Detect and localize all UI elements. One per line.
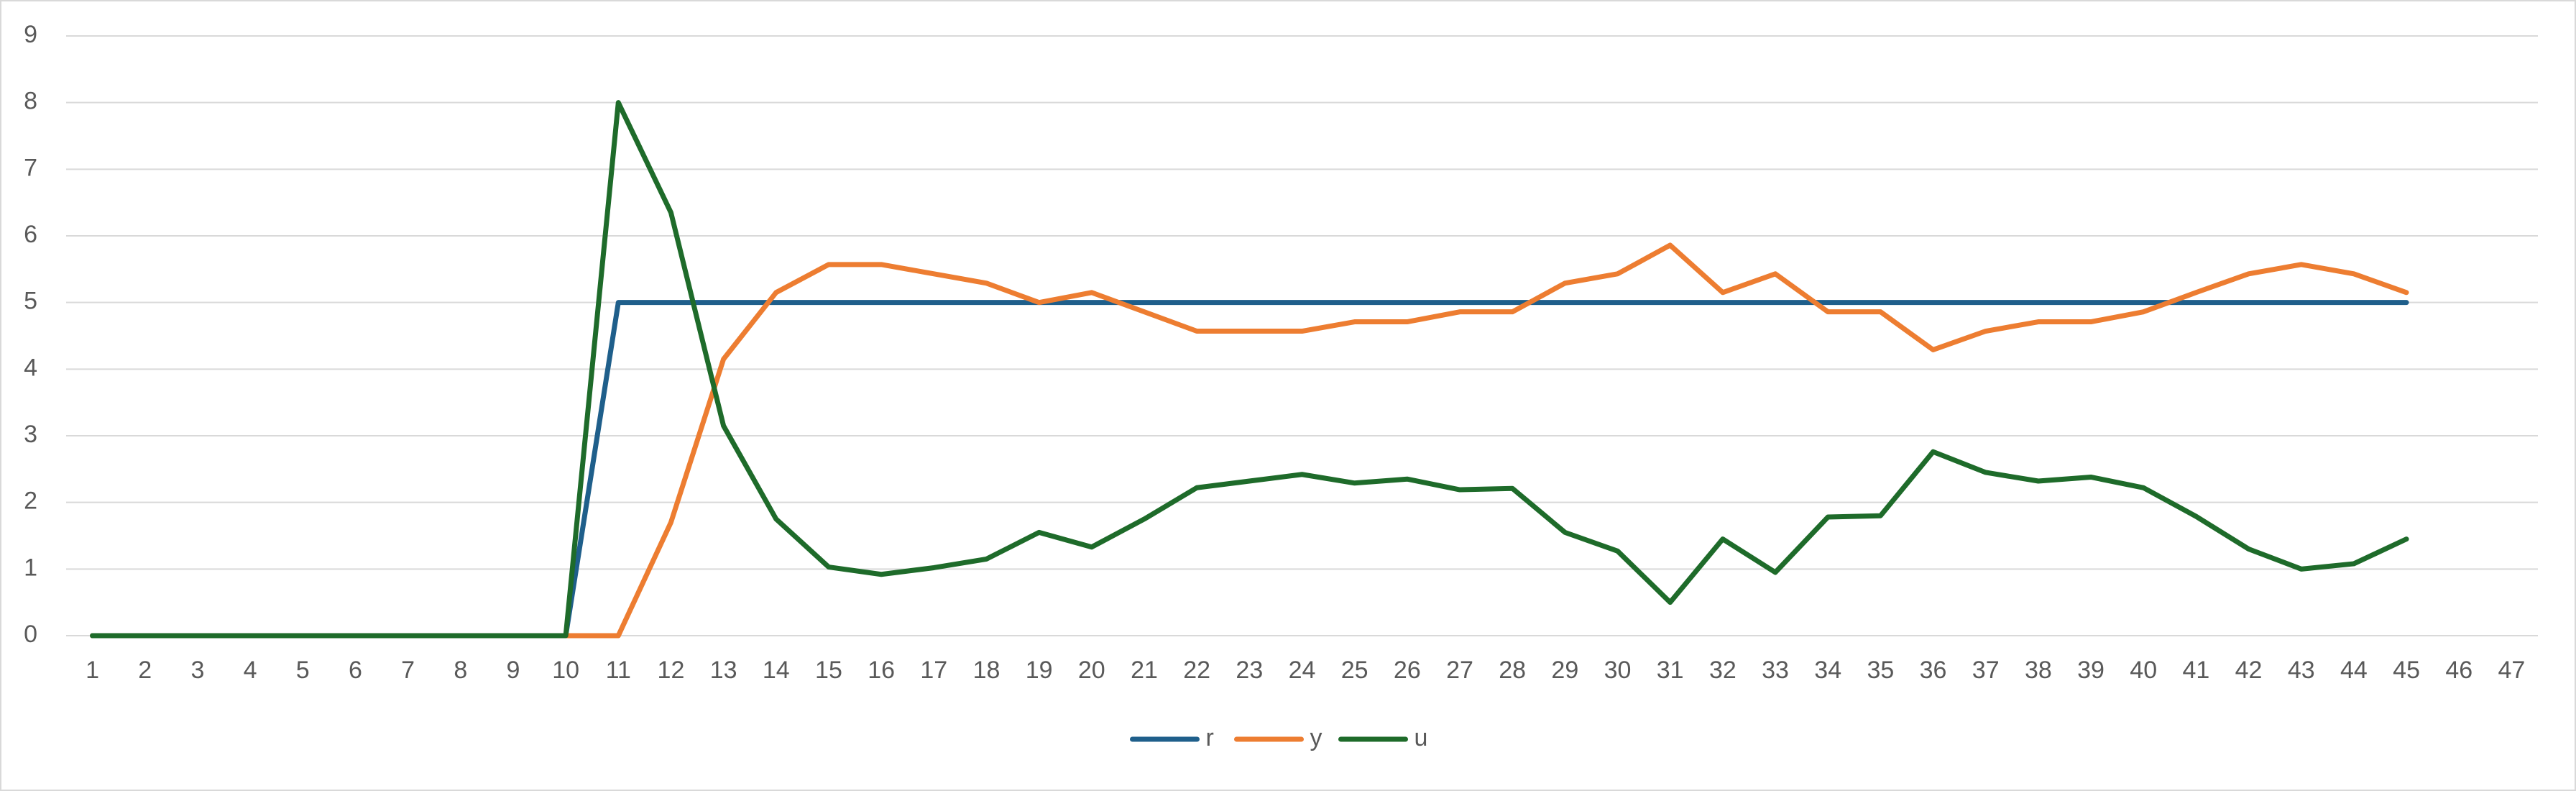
x-tick-label: 31	[1657, 657, 1684, 684]
x-tick-label: 6	[349, 657, 362, 684]
x-tick-label: 46	[2445, 657, 2472, 684]
x-tick-label: 12	[658, 657, 685, 684]
legend-label: u	[1414, 724, 1428, 751]
x-tick-label: 9	[506, 657, 520, 684]
y-tick-label: 9	[24, 21, 37, 48]
x-tick-label: 42	[2235, 657, 2263, 684]
x-tick-label: 34	[1814, 657, 1841, 684]
y-tick-label: 4	[24, 354, 37, 381]
legend-label: r	[1206, 724, 1214, 751]
x-tick-label: 37	[1972, 657, 2000, 684]
y-tick-label: 2	[24, 488, 37, 515]
x-tick-label: 22	[1183, 657, 1210, 684]
x-tick-label: 5	[296, 657, 310, 684]
x-tick-label: 15	[815, 657, 842, 684]
x-tick-label: 35	[1867, 657, 1894, 684]
x-tick-label: 8	[454, 657, 467, 684]
x-tick-label: 26	[1394, 657, 1421, 684]
x-tick-label: 23	[1236, 657, 1263, 684]
x-tick-label: 33	[1762, 657, 1789, 684]
x-tick-label: 21	[1131, 657, 1158, 684]
x-tick-label: 25	[1341, 657, 1368, 684]
x-tick-label: 29	[1551, 657, 1578, 684]
x-tick-label: 10	[552, 657, 579, 684]
x-tick-label: 30	[1604, 657, 1632, 684]
y-tick-label: 6	[24, 221, 37, 248]
y-tick-label: 1	[24, 554, 37, 581]
x-tick-label: 18	[973, 657, 1000, 684]
y-tick-label: 5	[24, 288, 37, 315]
x-tick-label: 41	[2182, 657, 2209, 684]
x-tick-label: 20	[1078, 657, 1105, 684]
x-tick-label: 36	[1920, 657, 1947, 684]
x-tick-label: 3	[190, 657, 204, 684]
y-tick-label: 8	[24, 88, 37, 115]
x-tick-label: 16	[868, 657, 895, 684]
x-tick-label: 17	[920, 657, 947, 684]
x-tick-label: 39	[2077, 657, 2104, 684]
x-tick-label: 47	[2498, 657, 2526, 684]
x-tick-label: 43	[2288, 657, 2315, 684]
x-tick-label: 32	[1709, 657, 1736, 684]
y-tick-label: 3	[24, 421, 37, 448]
x-tick-label: 14	[763, 657, 790, 684]
y-tick-label: 0	[24, 621, 37, 648]
x-tick-label: 38	[2025, 657, 2052, 684]
y-tick-label: 7	[24, 154, 37, 181]
x-tick-label: 27	[1446, 657, 1473, 684]
series-line	[90, 100, 2409, 639]
x-tick-label: 13	[710, 657, 737, 684]
x-tick-label: 19	[1026, 657, 1053, 684]
x-tick-label: 28	[1499, 657, 1526, 684]
x-tick-label: 11	[606, 657, 631, 684]
x-tick-label: 24	[1289, 657, 1316, 684]
x-tick-label: 40	[2130, 657, 2157, 684]
x-tick-label: 2	[138, 657, 152, 684]
x-tick-label: 1	[86, 657, 99, 684]
x-tick-label: 7	[401, 657, 415, 684]
x-tick-label: 4	[244, 657, 257, 684]
legend-label: y	[1310, 724, 1322, 751]
x-tick-label: 44	[2340, 657, 2368, 684]
x-tick-label: 45	[2393, 657, 2420, 684]
